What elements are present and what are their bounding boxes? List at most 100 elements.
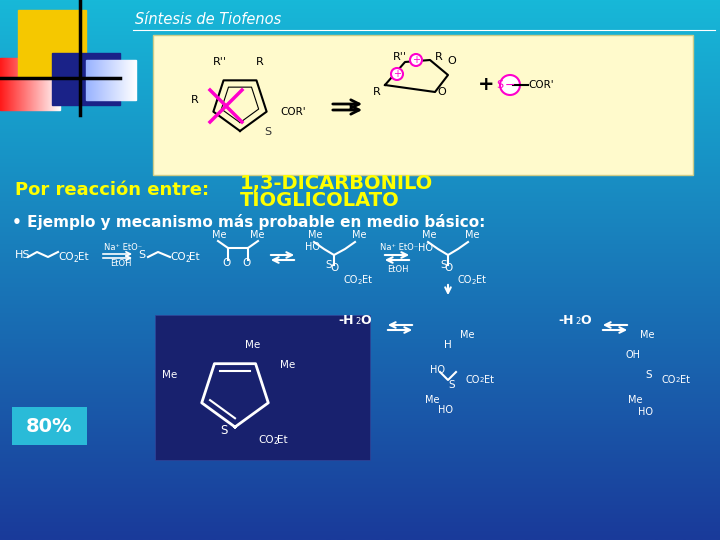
Bar bbox=[96, 60, 97, 100]
Bar bbox=[15, 58, 16, 110]
Bar bbox=[113, 60, 114, 100]
Text: HO: HO bbox=[430, 365, 445, 375]
Bar bbox=[153, 35, 693, 175]
Bar bbox=[8, 58, 9, 110]
Text: S: S bbox=[138, 250, 145, 260]
Text: R: R bbox=[373, 87, 381, 97]
Bar bbox=[32, 58, 33, 110]
Bar bbox=[7, 58, 8, 110]
Text: S: S bbox=[448, 380, 454, 390]
Bar bbox=[99, 60, 100, 100]
Bar bbox=[135, 60, 136, 100]
Bar bbox=[30, 58, 31, 110]
Bar bbox=[53, 58, 54, 110]
Bar bbox=[12, 407, 87, 445]
Bar bbox=[37, 58, 38, 110]
Bar bbox=[107, 60, 108, 100]
Text: EtOH: EtOH bbox=[387, 266, 408, 274]
Text: Me: Me bbox=[308, 230, 323, 240]
Text: 2: 2 bbox=[185, 254, 190, 264]
Text: Me: Me bbox=[280, 360, 295, 370]
Bar bbox=[18, 10, 86, 78]
Bar bbox=[105, 60, 106, 100]
Text: -H: -H bbox=[558, 314, 574, 327]
Bar bbox=[123, 60, 124, 100]
Bar bbox=[29, 58, 30, 110]
Bar bbox=[119, 60, 120, 100]
Bar bbox=[45, 58, 46, 110]
Text: Et: Et bbox=[476, 275, 486, 285]
Bar bbox=[108, 60, 109, 100]
Bar bbox=[13, 58, 14, 110]
Bar bbox=[9, 58, 10, 110]
Text: O: O bbox=[437, 87, 446, 97]
Bar bbox=[88, 60, 89, 100]
Bar bbox=[17, 58, 18, 110]
Bar bbox=[39, 58, 40, 110]
Text: +: + bbox=[478, 76, 495, 94]
Bar bbox=[24, 58, 25, 110]
Bar bbox=[125, 60, 126, 100]
Bar bbox=[155, 315, 370, 460]
Bar bbox=[116, 60, 117, 100]
Bar bbox=[5, 58, 6, 110]
Bar bbox=[6, 58, 7, 110]
Text: CO: CO bbox=[662, 375, 676, 385]
Bar bbox=[89, 60, 90, 100]
Bar bbox=[98, 60, 99, 100]
Text: R: R bbox=[191, 95, 199, 105]
Text: COR': COR' bbox=[280, 107, 305, 117]
Bar bbox=[35, 58, 36, 110]
Bar bbox=[58, 58, 59, 110]
Bar bbox=[20, 58, 21, 110]
Bar bbox=[100, 60, 101, 100]
Bar bbox=[118, 60, 119, 100]
Text: 2: 2 bbox=[575, 318, 580, 327]
Text: Et: Et bbox=[680, 375, 690, 385]
Bar bbox=[117, 60, 118, 100]
Circle shape bbox=[391, 68, 403, 80]
Text: S: S bbox=[496, 80, 503, 90]
Bar bbox=[11, 58, 12, 110]
Text: 2: 2 bbox=[472, 279, 477, 285]
Bar bbox=[106, 60, 107, 100]
Text: CO: CO bbox=[170, 252, 186, 262]
Text: Et: Et bbox=[277, 435, 287, 445]
Bar bbox=[40, 58, 41, 110]
Text: O: O bbox=[444, 263, 452, 273]
Bar bbox=[3, 58, 4, 110]
Text: S: S bbox=[645, 370, 652, 380]
Bar bbox=[12, 58, 13, 110]
Text: O: O bbox=[360, 314, 371, 327]
Text: S: S bbox=[264, 127, 271, 137]
Bar bbox=[91, 60, 92, 100]
Text: Et: Et bbox=[189, 252, 199, 262]
Bar bbox=[59, 58, 60, 110]
Bar bbox=[109, 60, 110, 100]
Bar bbox=[25, 58, 26, 110]
Text: R: R bbox=[435, 52, 443, 62]
Text: 2: 2 bbox=[358, 279, 362, 285]
Bar bbox=[36, 58, 37, 110]
Bar bbox=[1, 58, 2, 110]
Bar bbox=[47, 58, 48, 110]
Text: HO: HO bbox=[638, 407, 653, 417]
Bar bbox=[50, 58, 51, 110]
Text: -H: -H bbox=[338, 314, 354, 327]
Text: Me: Me bbox=[162, 370, 177, 380]
Bar bbox=[111, 60, 112, 100]
Bar bbox=[41, 58, 42, 110]
Text: Me: Me bbox=[352, 230, 366, 240]
Circle shape bbox=[500, 75, 520, 95]
Text: Me: Me bbox=[422, 230, 436, 240]
Text: Et: Et bbox=[484, 375, 494, 385]
Bar bbox=[52, 58, 53, 110]
Circle shape bbox=[410, 54, 422, 66]
Text: 2: 2 bbox=[480, 377, 485, 383]
Bar bbox=[101, 60, 102, 100]
Bar bbox=[103, 60, 104, 100]
Bar bbox=[33, 58, 34, 110]
Bar bbox=[110, 60, 111, 100]
Bar bbox=[128, 60, 129, 100]
Text: O: O bbox=[330, 263, 338, 273]
